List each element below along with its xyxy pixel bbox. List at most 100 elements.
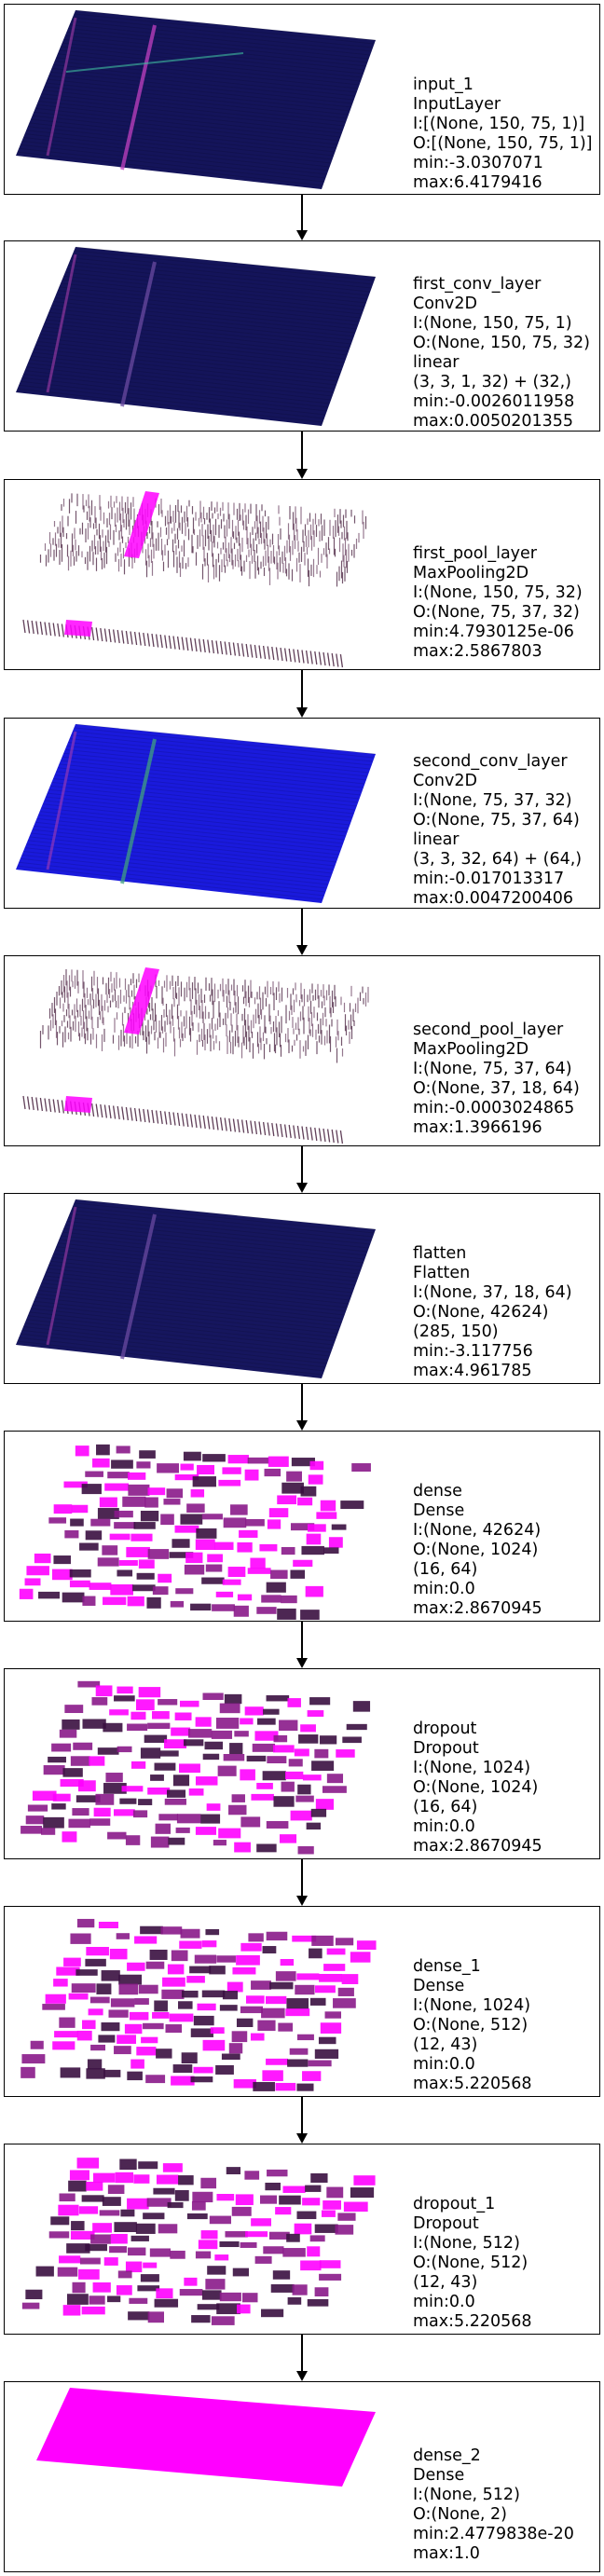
layer-info-line: O:(None, 37, 18, 64) (413, 1079, 580, 1098)
layer-info-line: min:-3.0307071 (413, 154, 543, 172)
layer-info-line: InputLayer (413, 95, 501, 114)
layer-info: dropout Dropout I:(None, 1024) O:(None, 102… (413, 1720, 542, 1857)
layer-info-line: linear (413, 353, 460, 372)
layer-visualization (21, 1680, 371, 1855)
layer-info-line: O:(None, 150, 75, 32) (413, 334, 590, 352)
layer-visualization (16, 9, 377, 189)
layer-info-line: (3, 3, 1, 32) + (32,) (413, 373, 571, 391)
layer-info-line: I:(None, 75, 37, 64) (413, 1060, 572, 1078)
layer-info-line: max:5.220568 (413, 2075, 532, 2093)
layer-info-line: I:(None, 1024) (413, 1996, 531, 2015)
layer-info-line: (12, 43) (413, 2273, 478, 2292)
flow-arrow (296, 1384, 308, 1431)
activation-rows (22, 967, 369, 1144)
layer-info-line: I:(None, 1024) (413, 1759, 531, 1777)
layer-info-line: O:(None, 42624) (413, 1303, 549, 1322)
layer-box: flatten Flatten I:(None, 37, 18, 64) O:(Non… (4, 1193, 600, 1384)
layer-info: dense_1 Dense I:(None, 1024) O:(None, 512)(… (413, 1957, 532, 2094)
layer-info-line: linear (413, 830, 460, 849)
layer-info-line: MaxPooling2D (413, 1040, 529, 1059)
layer-info-line: (12, 43) (413, 2035, 478, 2054)
layer-box: first_conv_layer Conv2D I:(None, 150, 75, … (4, 240, 600, 432)
layer-info: first_pool_layer MaxPooling2D I:(None, 150… (413, 544, 583, 662)
layer-info-line: O:(None, 75, 37, 32) (413, 603, 580, 622)
layer-info: dense_2 Dense I:(None, 512) O:(None, 2) min:… (413, 2446, 574, 2564)
layer-info-line: I:(None, 42624) (413, 1521, 542, 1540)
layer-visualization (16, 246, 377, 426)
layer-info-line: I:(None, 150, 75, 32) (413, 583, 583, 602)
layer-info-line: max:2.8670945 (413, 1599, 542, 1618)
layer-info-line: min:-0.0026011958 (413, 392, 575, 411)
layer-info-line: min:-0.017013317 (413, 870, 565, 888)
flow-arrow (296, 1859, 308, 1906)
flow-arrow (296, 1146, 308, 1193)
layer-info: flatten Flatten I:(None, 37, 18, 64) O:(Non… (413, 1244, 572, 1381)
layer-visualization (21, 1918, 377, 2091)
layer-info-line: max:2.8670945 (413, 1837, 542, 1856)
layer-info-line: input_1 (413, 75, 474, 94)
activation-blocks (19, 1444, 371, 1620)
layer-visualization (22, 967, 369, 1144)
layer-info-line: (16, 64) (413, 1560, 478, 1579)
layer-info-line: dense_1 (413, 1957, 481, 1976)
activation-plane (16, 9, 377, 189)
layer-info-line: Dense (413, 2466, 465, 2485)
layer-info-line: Conv2D (413, 295, 477, 313)
layer-info-line: Dropout (413, 1739, 479, 1758)
activation-rows (22, 491, 367, 668)
layer-info-line: Conv2D (413, 772, 477, 790)
layer-info-line: first_pool_layer (413, 544, 537, 563)
layer-info-line: min:2.4779838e-20 (413, 2525, 574, 2543)
layer-info-line: min:0.0 (413, 1580, 475, 1598)
activation-blocks (21, 2158, 376, 2325)
layer-info: input_1 InputLayer I:[(None, 150, 75, 1)] O… (413, 75, 593, 193)
layer-info-line: MaxPooling2D (413, 564, 529, 582)
layer-info-line: O:(None, 512) (413, 2254, 528, 2272)
activation-plane (16, 1199, 377, 1378)
layer-info-line: (3, 3, 32, 64) + (64,) (413, 850, 583, 869)
flow-arrow (296, 2097, 308, 2144)
layer-info-line: min:4.7930125e-06 (413, 623, 574, 641)
layer-box: dense_2 Dense I:(None, 512) O:(None, 2) min:… (4, 2381, 600, 2572)
layer-info-line: max:2.5867803 (413, 642, 542, 661)
layer-visualization (21, 2158, 376, 2325)
layer-info-line: O:(None, 1024) (413, 1778, 539, 1797)
layer-info-line: O:(None, 1024) (413, 1541, 539, 1559)
layer-info: second_pool_layer MaxPooling2D I:(None, 75… (413, 1021, 580, 1138)
layer-box: dense_1 Dense I:(None, 1024) O:(None, 512)(… (4, 1906, 600, 2097)
layer-info-line: O:(None, 2) (413, 2505, 507, 2524)
layer-box: second_pool_layer MaxPooling2D I:(None, 75… (4, 955, 600, 1146)
layer-info: second_conv_layer Conv2D I:(None, 75, 37, … (413, 752, 582, 909)
layer-box: first_pool_layer MaxPooling2D I:(None, 150… (4, 479, 600, 670)
layer-visualization (16, 723, 377, 903)
layer-info-line: first_conv_layer (413, 275, 542, 294)
layer-info-line: min:0.0 (413, 1817, 475, 1836)
flow-arrow (296, 1622, 308, 1668)
layer-info-line: O:(None, 75, 37, 64) (413, 811, 580, 829)
layer-info-line: I:(None, 512) (413, 2234, 520, 2253)
activation-plane (16, 246, 377, 426)
layer-info-line: I:(None, 37, 18, 64) (413, 1283, 572, 1302)
activation-blocks (21, 1680, 371, 1855)
layer-info: dense Dense I:(None, 42624) O:(None, 1024)(… (413, 1482, 542, 1619)
layer-info-line: max:0.0050201355 (413, 412, 574, 431)
layer-info-line: max:1.0 (413, 2544, 480, 2563)
flow-arrow (296, 670, 308, 718)
layer-info-line: Dense (413, 1501, 465, 1520)
layer-box: dropout Dropout I:(None, 1024) O:(None, 102… (4, 1668, 600, 1859)
activation-blocks (21, 1918, 377, 2091)
layer-visualization (22, 491, 367, 668)
layer-info-line: min:0.0 (413, 2293, 475, 2311)
layer-info-line: max:5.220568 (413, 2312, 532, 2331)
layer-info-line: max:6.4179416 (413, 173, 542, 192)
layer-box: second_conv_layer Conv2D I:(None, 75, 37, … (4, 718, 600, 909)
layer-info-line: Dropout (413, 2214, 479, 2233)
layer-info-line: dropout (413, 1720, 477, 1738)
layer-info-line: O:[(None, 150, 75, 1)] (413, 134, 593, 153)
layer-info-line: max:4.961785 (413, 1362, 532, 1380)
layer-info-line: dense (413, 1482, 462, 1500)
layer-info-line: second_pool_layer (413, 1021, 564, 1039)
layer-info-line: Dense (413, 1977, 465, 1995)
layer-info-line: I:(None, 75, 37, 32) (413, 791, 572, 810)
